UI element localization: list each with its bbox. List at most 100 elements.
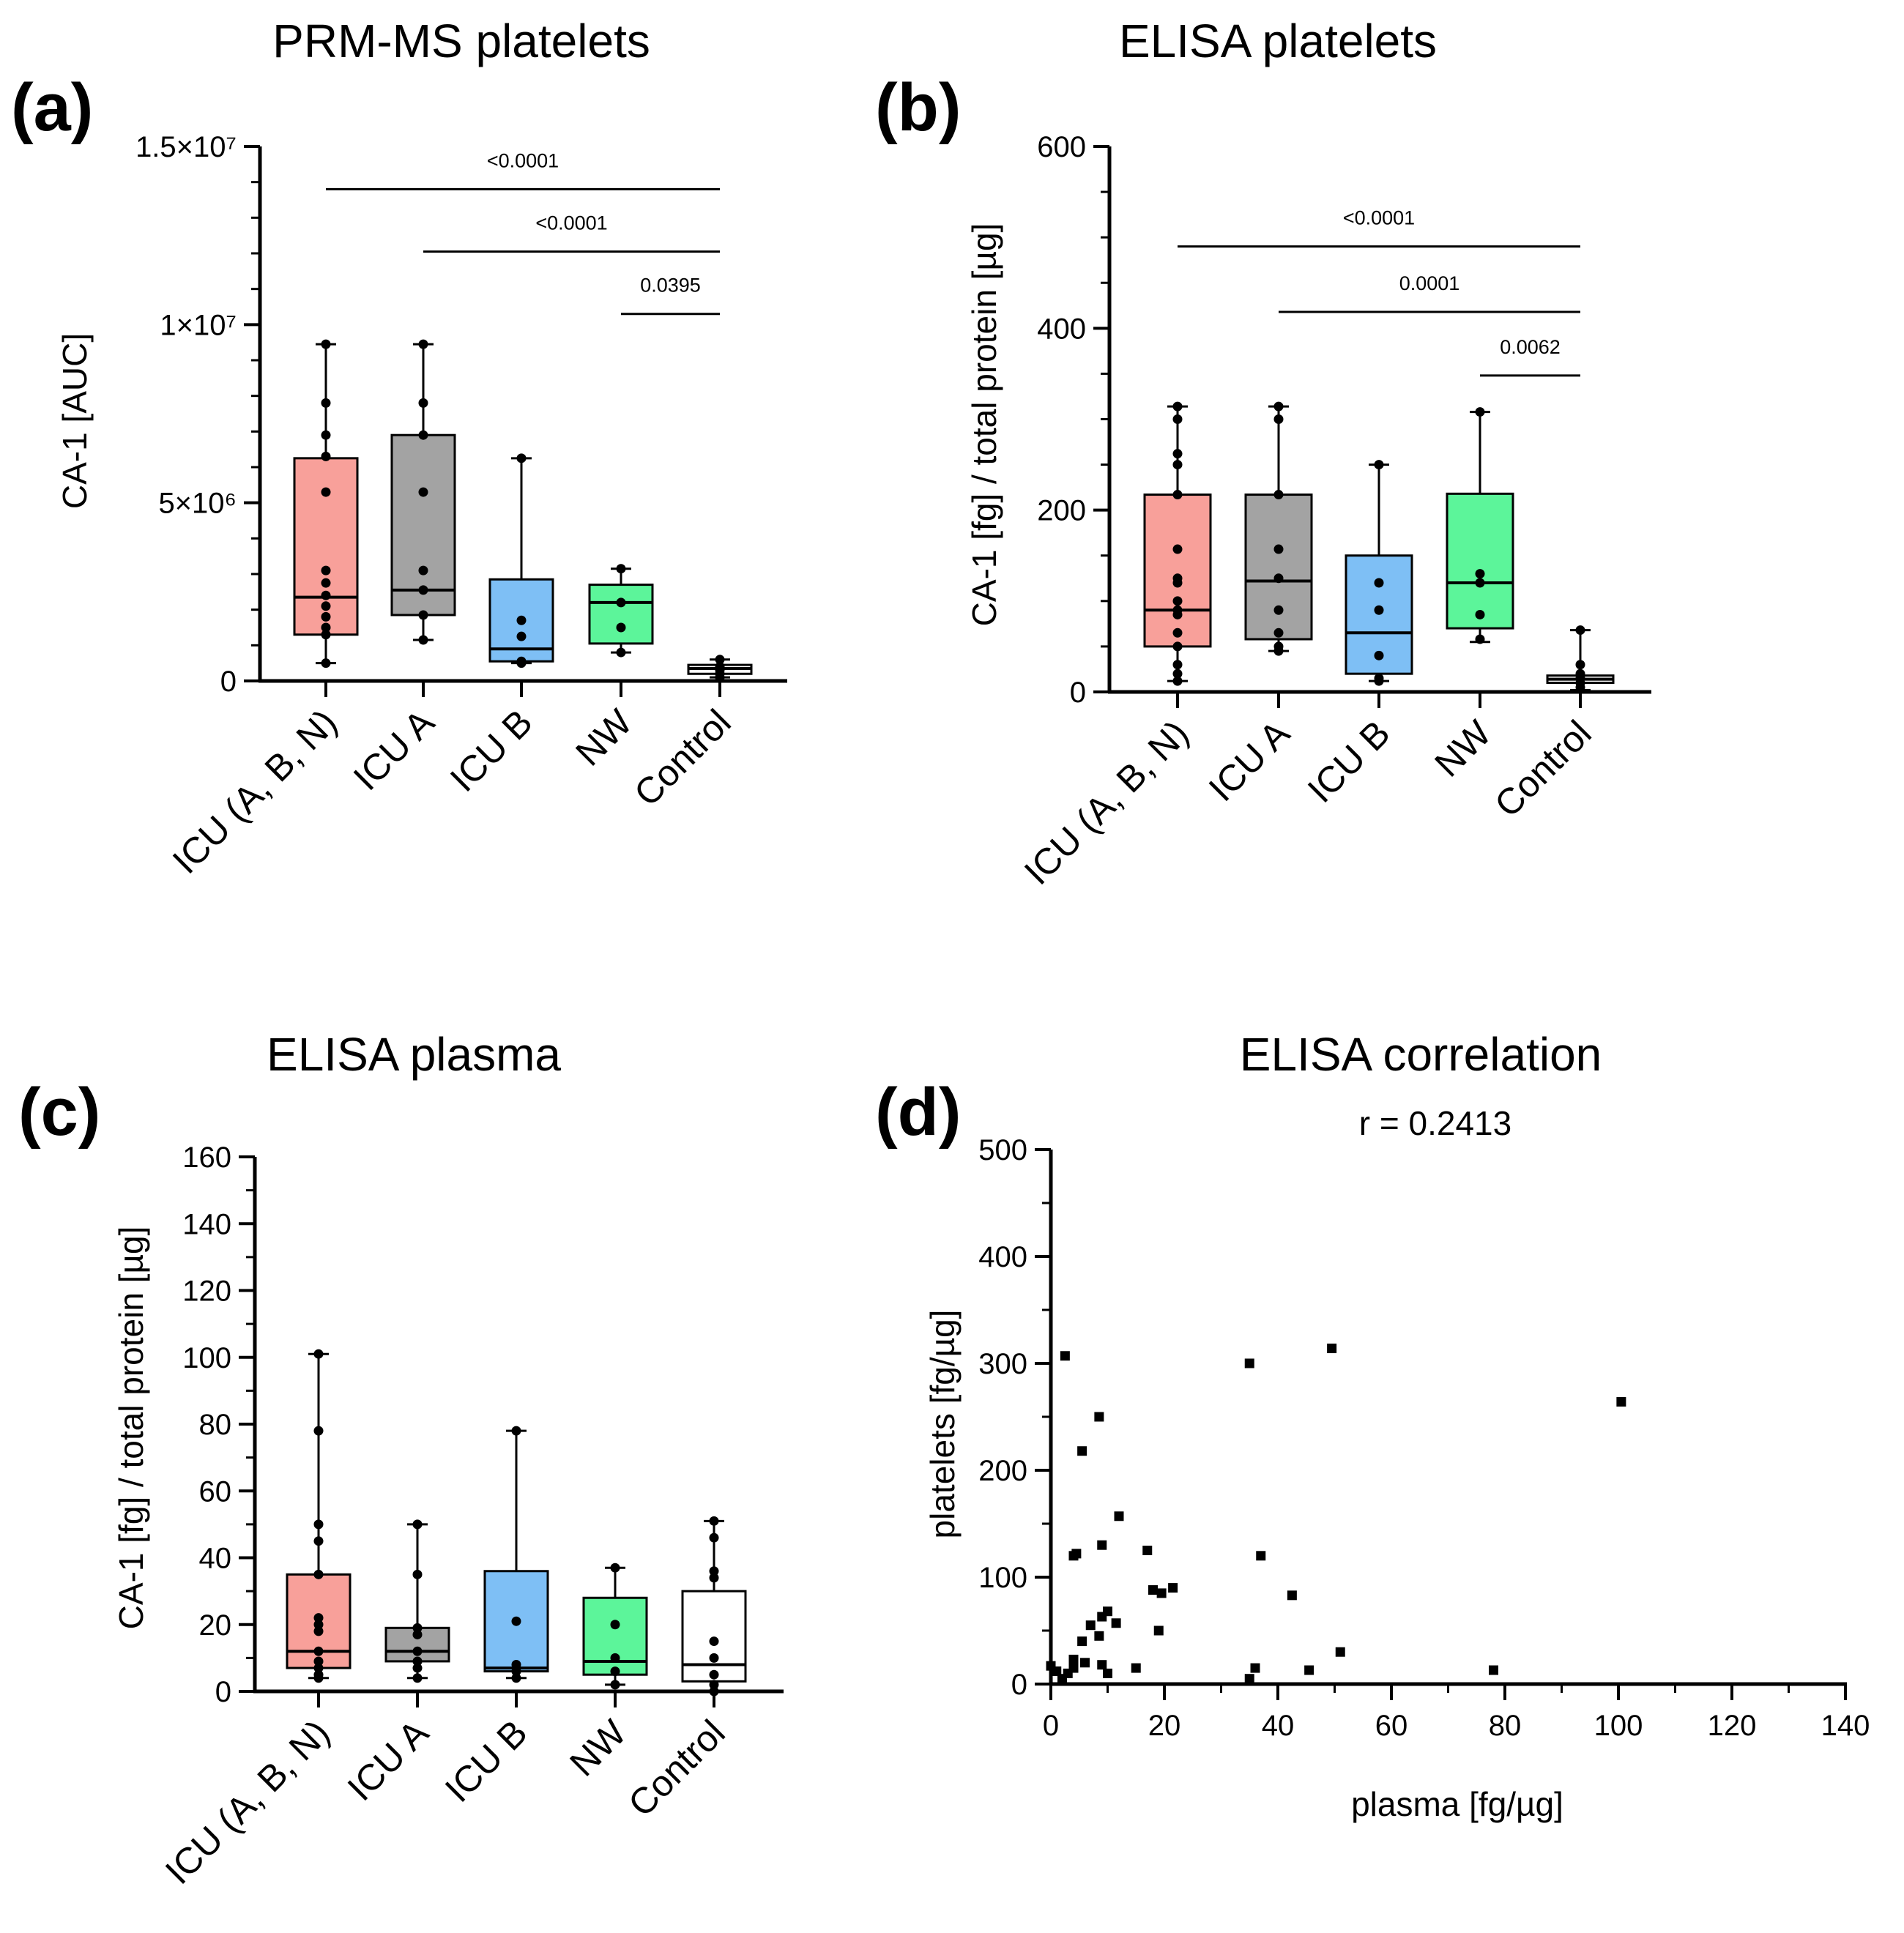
panel-d-data-point — [1244, 1358, 1254, 1368]
panel-b-data-point — [1172, 449, 1183, 459]
panel-b-title: ELISA platelets — [1119, 15, 1437, 67]
panel-a-data-point — [516, 453, 527, 463]
panel-d-data-point — [1077, 1446, 1087, 1456]
panel-c-data-point — [313, 1519, 324, 1530]
panel-d-data-point — [1250, 1663, 1260, 1673]
panel-c-data-point — [610, 1563, 620, 1573]
panel-a-label: (a) — [11, 70, 93, 145]
panel-c-data-point — [313, 1626, 324, 1636]
panel-d-data-point — [1060, 1351, 1070, 1361]
panel-d-data-point — [1097, 1540, 1107, 1550]
panel-b-data-point — [1273, 627, 1284, 638]
panel-d-data-point — [1111, 1618, 1121, 1628]
panel-b-plot: 0 200 400 600 ICU (A, B, N) ICU A ICU B NWContr… — [1016, 131, 1651, 893]
panel-c-data-point — [511, 1660, 521, 1669]
panel-a-data-point — [418, 339, 428, 349]
panel-c-box — [681, 1590, 747, 1683]
panel-a-data-point — [616, 564, 626, 574]
panel-b-data-point — [1172, 596, 1183, 606]
panel-b-data-point — [1475, 609, 1485, 619]
panel-c-data-point — [313, 1620, 324, 1630]
panel-c-data-point — [313, 1673, 324, 1683]
panel-a-data-point — [321, 430, 331, 440]
panel-c-ylabel: CA-1 [fg] / total protein [µg] — [112, 1226, 150, 1630]
panel-c-data-point — [709, 1636, 719, 1647]
panel-a-data-point — [321, 339, 331, 349]
panel-d-y-tick-label: 500 — [978, 1134, 1027, 1166]
panel-d-data-point — [1156, 1588, 1167, 1598]
panel-d-data-point — [1335, 1647, 1345, 1657]
panel-a-significance-label: <0.0001 — [535, 212, 607, 234]
panel-c-data-point — [412, 1663, 423, 1673]
panel-a-title: PRM-MS platelets — [272, 15, 650, 67]
panel-a-y-tick-label: 1.5×10⁷ — [135, 131, 237, 163]
panel-b-data-point — [1374, 650, 1384, 660]
panel-c-data-point — [412, 1646, 423, 1656]
panel-c-data-point — [709, 1532, 719, 1543]
panel-d-data-point — [1080, 1658, 1090, 1668]
panel-b-data-point — [1475, 569, 1485, 579]
panel-b-data-point — [1273, 573, 1284, 584]
panel-d-data-point — [1071, 1549, 1082, 1559]
panel-a-y-tick-label: 1×10⁷ — [160, 309, 237, 341]
panel-c-category-label: ICU (A, B, N) — [157, 1712, 338, 1892]
panel-b-data-point — [1374, 676, 1384, 686]
panel-d-data-point — [1052, 1666, 1062, 1676]
panel-a-data-point — [321, 590, 331, 600]
panel-d-data-point — [1103, 1668, 1112, 1678]
panel-b-data-point — [1475, 634, 1485, 644]
panel-d-data-point — [1489, 1665, 1498, 1675]
panel-b-box — [1446, 492, 1514, 630]
panel-c-data-point — [412, 1623, 423, 1633]
panel-a-data-point — [418, 585, 428, 595]
panel-c-data-point — [313, 1426, 324, 1436]
panel-c-category-label: ICU A — [340, 1712, 436, 1809]
panel-b-data-point — [1273, 414, 1284, 424]
panel-d-ylabel: platelets [fg/µg] — [923, 1310, 962, 1539]
panel-b-y-tick-label: 200 — [1037, 495, 1086, 527]
panel-a-y-tick-label: 5×10⁶ — [158, 488, 237, 520]
panel-b-data-point — [1475, 578, 1485, 588]
panel-b-y-tick-label: 600 — [1037, 131, 1086, 163]
panel-c-data-point — [313, 1656, 324, 1666]
panel-a-data-point — [321, 451, 331, 461]
panel-c-y-tick-label: 120 — [182, 1275, 231, 1308]
panel-d-data-point — [1103, 1606, 1112, 1617]
panel-a-data-point — [321, 630, 331, 640]
panel-d-x-tick-label: 40 — [1262, 1710, 1295, 1742]
panel-a-significance-label: <0.0001 — [487, 149, 559, 171]
panel-d-subtitle: r = 0.2413 — [1359, 1104, 1511, 1142]
panel-b-category-label: ICU (A, B, N) — [1016, 712, 1197, 893]
panel-a-data-point — [715, 672, 725, 682]
panel-d-label: (d) — [875, 1075, 961, 1150]
panel-b-data-point — [1172, 641, 1183, 652]
panel-a-significance-label: 0.0395 — [640, 275, 701, 297]
panel-c-data-point — [709, 1566, 719, 1576]
panel-b-box — [1143, 494, 1212, 648]
panel-b-data-point — [1172, 627, 1183, 638]
panel-b-category-label: ICU B — [1300, 712, 1398, 811]
panel-b-data-point — [1172, 578, 1183, 588]
panel-d-data-point — [1153, 1625, 1164, 1636]
panel-c-label: (c) — [18, 1075, 100, 1150]
panel-b-data-point — [1273, 605, 1284, 615]
panel-d: (d) ELISA correlation r = 0.2413 platele… — [875, 1028, 1870, 1823]
panel-d-x-tick-label: 20 — [1148, 1710, 1181, 1742]
panel-b-data-point — [1575, 660, 1585, 670]
panel-c-data-point — [709, 1669, 719, 1680]
panel-c-y-tick-label: 140 — [182, 1208, 231, 1240]
panel-c-category-label: ICU B — [437, 1712, 535, 1810]
panel-b-category-label: Control — [1487, 712, 1599, 825]
panel-c-data-point — [610, 1680, 620, 1690]
panel-a: (a) PRM-MS platelets CA-1 [AUC] 0 5×10⁶ 1×… — [11, 15, 787, 882]
panel-c-data-point — [709, 1516, 719, 1526]
panel-b-data-point — [1172, 490, 1183, 500]
panel-d-data-point — [1131, 1663, 1141, 1673]
panel-d-data-point — [1077, 1636, 1087, 1647]
panel-b-box — [1244, 494, 1313, 641]
panel-b-y-tick-label: 400 — [1037, 313, 1086, 345]
panel-b-data-point — [1273, 544, 1284, 554]
panel-a-plot: 0 5×10⁶ 1×10⁷ 1.5×10⁷ ICU (A, B, N) ICU A ICU … — [135, 131, 787, 882]
panel-a-data-point — [321, 565, 331, 576]
